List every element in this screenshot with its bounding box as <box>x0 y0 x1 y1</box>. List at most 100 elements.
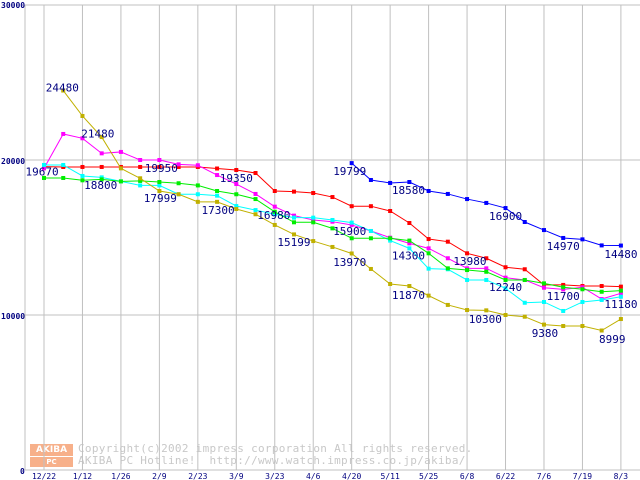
data-point-cyan <box>484 277 489 282</box>
data-point-blue <box>465 197 470 202</box>
data-point-green <box>80 178 85 183</box>
data-point-green <box>61 175 66 180</box>
x-tick-label: 5/25 <box>419 472 438 480</box>
data-label: 15900 <box>333 225 366 238</box>
data-point-cyan <box>138 183 143 188</box>
data-point-green <box>484 269 489 274</box>
data-point-green <box>618 288 623 293</box>
data-point-green <box>465 268 470 273</box>
data-point-red <box>157 164 162 169</box>
data-label: 16900 <box>489 210 522 223</box>
data-point-red <box>330 195 335 200</box>
data-point-olive <box>311 239 316 244</box>
data-point-magenta <box>157 158 162 162</box>
data-point-red <box>426 237 431 242</box>
data-point-cyan <box>157 183 162 188</box>
data-label: 21480 <box>81 127 114 140</box>
data-point-red <box>407 221 412 226</box>
data-point-cyan <box>272 212 277 217</box>
data-point-green <box>522 277 527 282</box>
data-point-magenta <box>195 163 200 168</box>
data-point-blue <box>349 161 354 166</box>
data-point-olive <box>426 293 431 298</box>
data-point-magenta <box>311 217 316 222</box>
data-point-green <box>291 220 296 225</box>
data-point-olive <box>272 222 277 227</box>
data-point-olive <box>99 135 104 140</box>
data-point-magenta <box>580 285 585 290</box>
data-point-magenta <box>80 136 85 141</box>
data-point-blue <box>388 180 393 185</box>
data-point-magenta <box>349 222 354 227</box>
data-point-magenta <box>445 256 450 261</box>
data-point-olive <box>465 308 470 313</box>
x-tick-label: 3/9 <box>229 472 244 480</box>
data-point-olive <box>503 313 508 317</box>
data-point-magenta <box>215 173 220 178</box>
data-point-green <box>541 281 546 286</box>
x-tick-label: 2/23 <box>188 472 207 480</box>
x-tick-label: 5/11 <box>381 472 400 480</box>
data-point-magenta <box>503 275 508 280</box>
data-label: 10300 <box>469 313 502 326</box>
data-label: 14970 <box>547 240 580 253</box>
data-label: 11870 <box>392 289 425 302</box>
data-point-olive <box>61 88 66 93</box>
data-point-red <box>80 164 85 169</box>
data-point-magenta <box>618 291 623 296</box>
data-point-cyan <box>388 238 393 243</box>
x-tick-label: 4/20 <box>342 472 361 480</box>
data-point-olive <box>330 244 335 249</box>
data-point-red <box>176 164 181 169</box>
data-point-blue <box>503 206 508 211</box>
data-point-green <box>234 192 239 197</box>
data-point-red <box>253 171 258 176</box>
data-point-red <box>368 204 373 209</box>
x-tick-label: 1/26 <box>111 472 130 480</box>
data-label: 11180 <box>604 298 637 311</box>
data-point-cyan <box>234 204 239 209</box>
data-point-red <box>465 251 470 256</box>
data-point-olive <box>580 324 585 329</box>
data-label: 16980 <box>257 209 290 222</box>
data-point-green <box>118 179 123 184</box>
data-point-olive <box>349 251 354 256</box>
data-label: 18800 <box>84 179 117 192</box>
data-point-magenta <box>99 151 104 156</box>
data-point-blue <box>522 220 527 224</box>
data-point-olive <box>138 176 143 181</box>
data-point-cyan <box>42 162 46 167</box>
data-point-green <box>561 285 566 290</box>
x-tick-label: 4/6 <box>306 472 321 480</box>
data-point-cyan <box>426 266 431 271</box>
data-point-blue <box>445 191 450 196</box>
akiba-logo-bottom: PC Hotline! <box>30 457 73 467</box>
data-point-green <box>195 183 200 188</box>
data-point-cyan <box>61 162 66 167</box>
data-point-magenta <box>426 246 431 251</box>
data-point-blue <box>580 237 585 242</box>
x-tick-label: 3/23 <box>265 472 284 480</box>
data-point-red <box>234 167 239 172</box>
data-point-magenta <box>272 204 277 209</box>
x-tick-label: 8/3 <box>614 472 629 480</box>
data-point-red <box>272 189 277 193</box>
data-point-red <box>484 256 489 261</box>
data-point-blue <box>426 189 431 193</box>
data-point-red <box>445 239 450 244</box>
data-point-blue <box>541 228 546 233</box>
data-label: 11700 <box>547 290 580 303</box>
data-point-cyan <box>503 286 508 291</box>
data-point-blue <box>407 180 412 185</box>
data-point-magenta <box>176 162 181 167</box>
data-label: 24480 <box>46 82 79 95</box>
data-label: 9380 <box>532 327 559 340</box>
data-label: 14480 <box>604 248 637 261</box>
data-point-blue <box>599 243 604 248</box>
data-point-olive <box>445 302 450 307</box>
data-point-green <box>215 189 220 193</box>
data-point-red <box>99 164 104 169</box>
data-point-cyan <box>80 173 85 178</box>
data-point-cyan <box>368 228 373 233</box>
data-point-magenta <box>42 166 46 171</box>
